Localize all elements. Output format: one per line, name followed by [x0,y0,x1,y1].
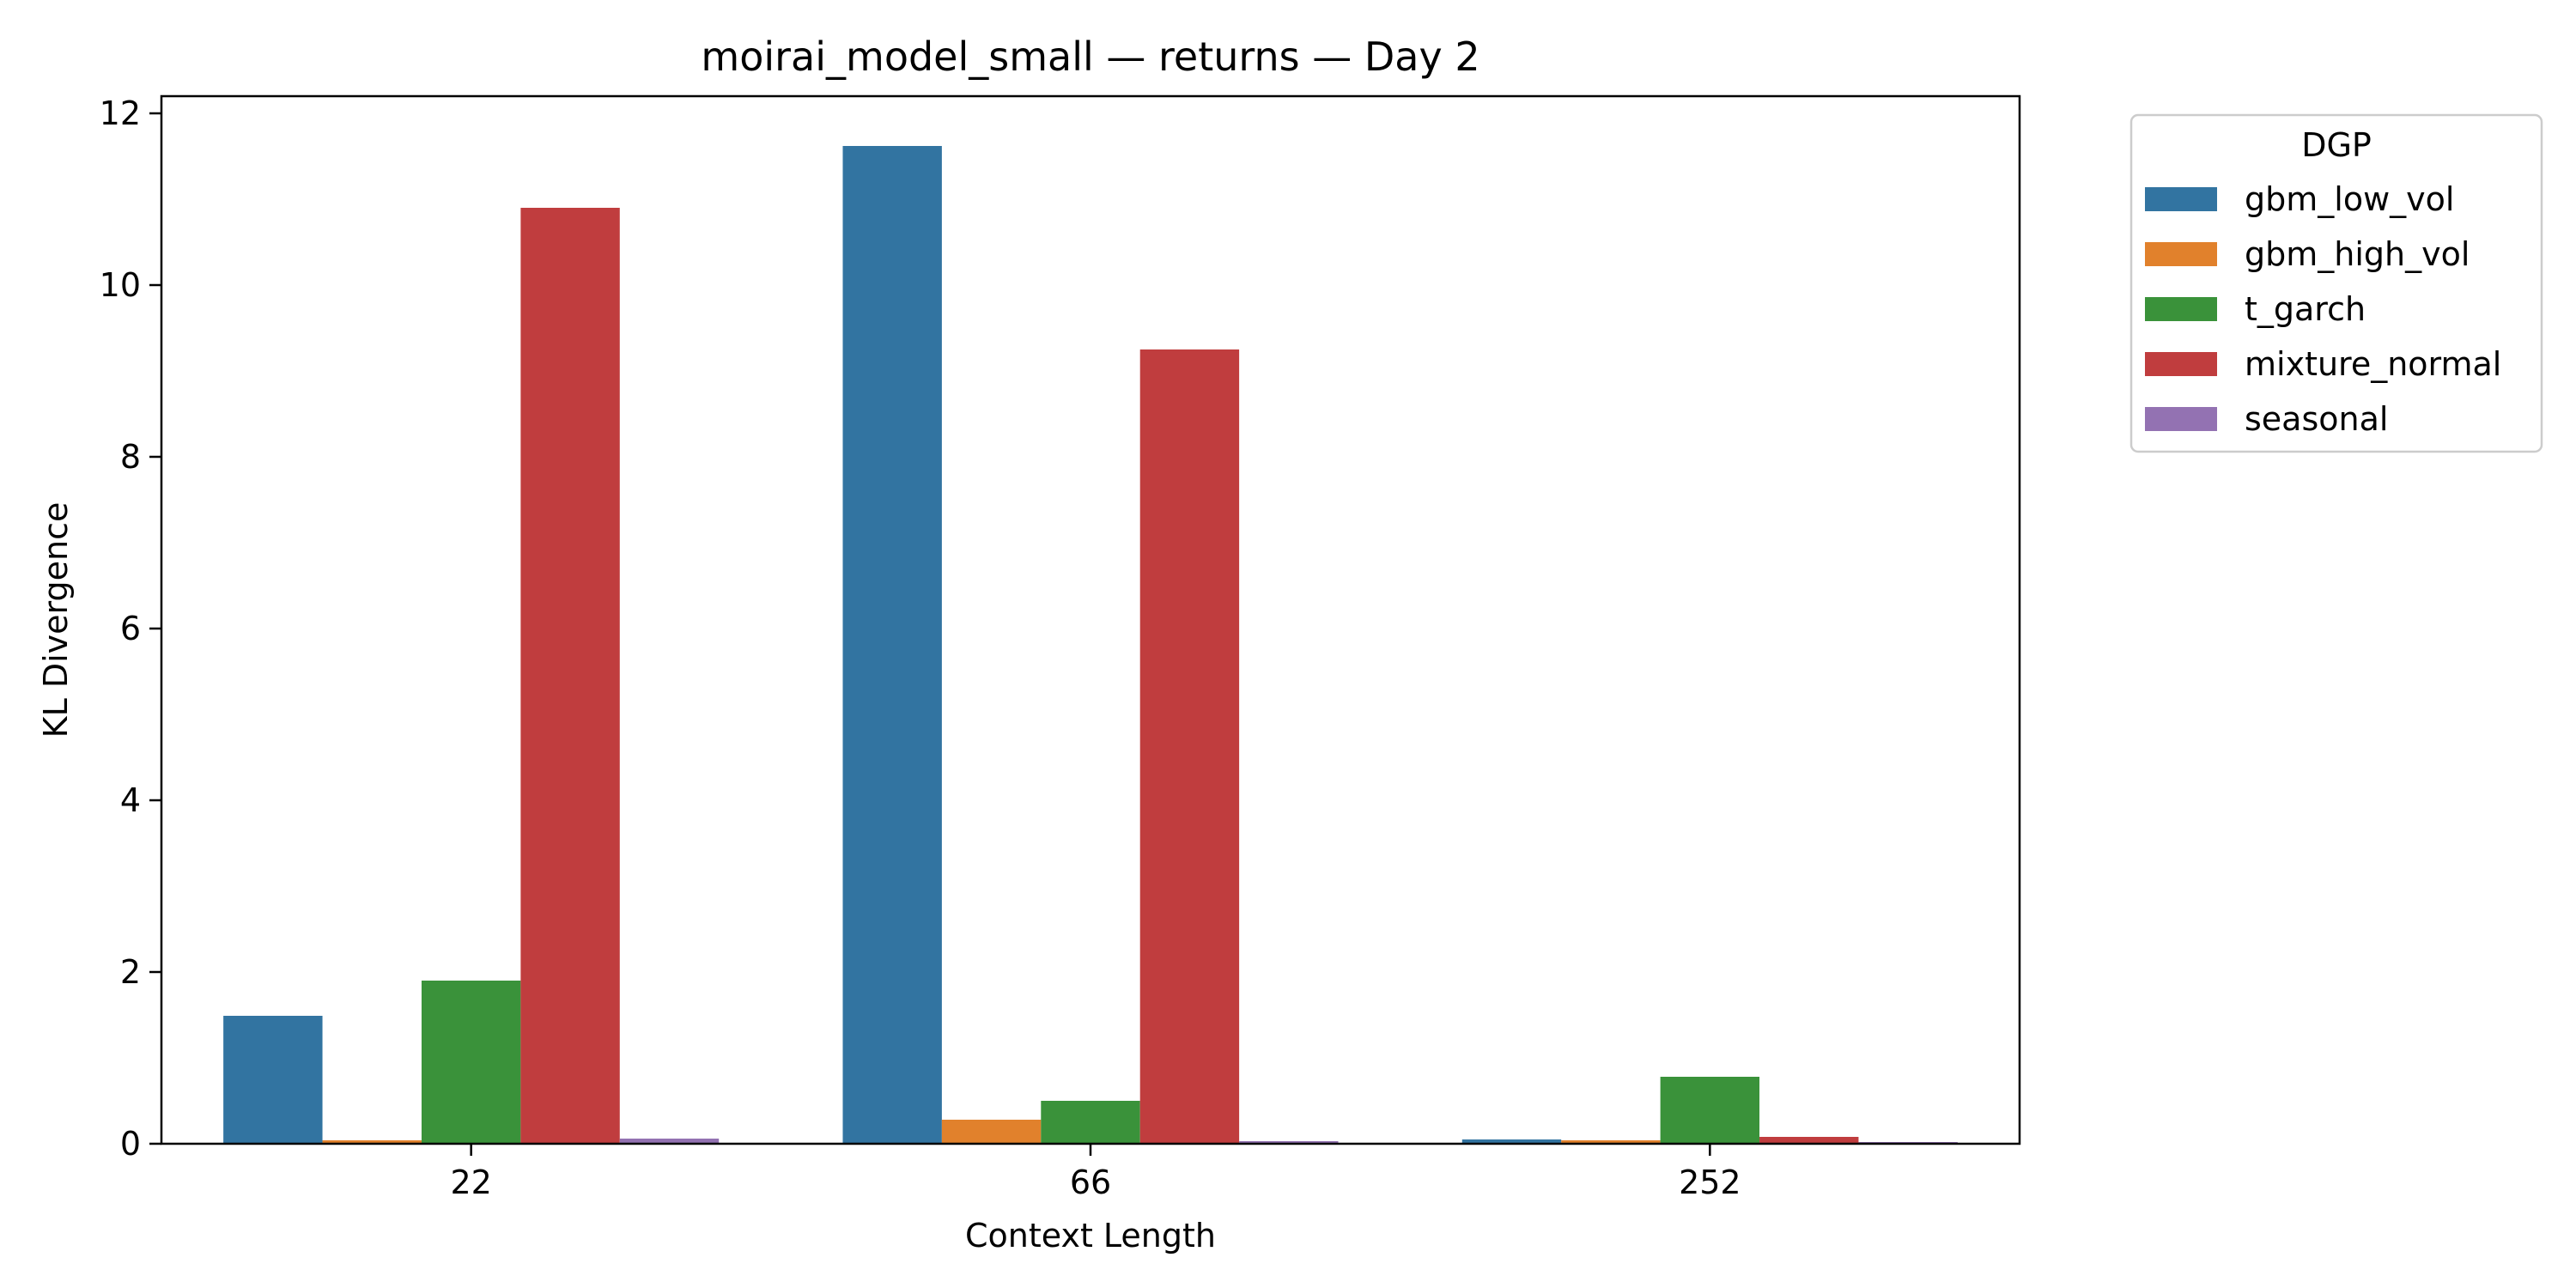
legend-swatch-gbm_low_vol [2145,187,2217,211]
bar-gbm_high_vol-252 [1561,1140,1661,1144]
x-tick-label: 22 [450,1163,491,1201]
bar-t_garch-22 [421,981,521,1144]
bar-seasonal-66 [1239,1141,1339,1144]
bar-mixture_normal-22 [520,208,620,1144]
bar-gbm_high_vol-22 [322,1140,422,1144]
bar-gbm_low_vol-252 [1461,1139,1562,1144]
bar-gbm_high_vol-66 [941,1120,1042,1144]
bar-gbm_low_vol-66 [842,146,942,1144]
y-tick-label: 10 [100,266,141,304]
plot-frame [160,94,2021,1145]
y-axis: 0 2 4 6 8 10 12 [100,94,161,1163]
bar-t_garch-66 [1041,1101,1140,1144]
bar-gbm_low_vol-22 [223,1016,323,1144]
legend-items: gbm_low_vol gbm_high_vol t_garch mixture_no… [2145,180,2501,438]
y-tick-label: 12 [100,94,141,132]
bar-mixture_normal-252 [1759,1137,1859,1144]
legend-swatch-mixture_normal [2145,352,2217,376]
y-tick-label: 6 [120,610,141,647]
legend-label-gbm_low_vol: gbm_low_vol [2245,180,2454,218]
legend-label-seasonal: seasonal [2245,400,2388,438]
y-tick-label: 0 [120,1125,141,1163]
x-axis-label: Context Length [965,1217,1216,1255]
legend-title: DGP [2301,126,2372,164]
legend-swatch-t_garch [2145,297,2217,321]
y-tick-label: 8 [120,438,141,476]
legend-label-gbm_high_vol: gbm_high_vol [2245,235,2470,273]
x-axis: 22 66 252 [450,1144,1741,1201]
plot-background [161,96,2020,1144]
legend-box [2129,113,2543,453]
x-tick-label: 66 [1070,1163,1111,1201]
bar-t_garch-252 [1660,1077,1760,1144]
legend: DGP gbm_low_vol gbm_high_vol t_garchmixtur… [2129,113,2543,453]
chart-title: moirai_model_small — returns — Day 2 [701,33,1479,80]
legend-swatch-gbm_high_vol [2145,242,2217,266]
plot-area: 0 2 4 6 8 10 12 22 66 252 [100,94,2021,1201]
bar-seasonal-22 [619,1139,720,1144]
y-axis-label: KL Divergence [37,502,75,738]
legend-swatch-seasonal [2145,407,2217,431]
legend-label-t_garch: t_garch [2245,290,2366,328]
x-tick-label: 252 [1679,1163,1741,1201]
y-tick-label: 4 [120,781,141,819]
bars [223,146,1958,1144]
legend-label-mixture_normal: mixture_normal [2245,345,2501,383]
y-tick-label: 2 [120,953,141,991]
bar-mixture_normal-66 [1139,349,1240,1144]
